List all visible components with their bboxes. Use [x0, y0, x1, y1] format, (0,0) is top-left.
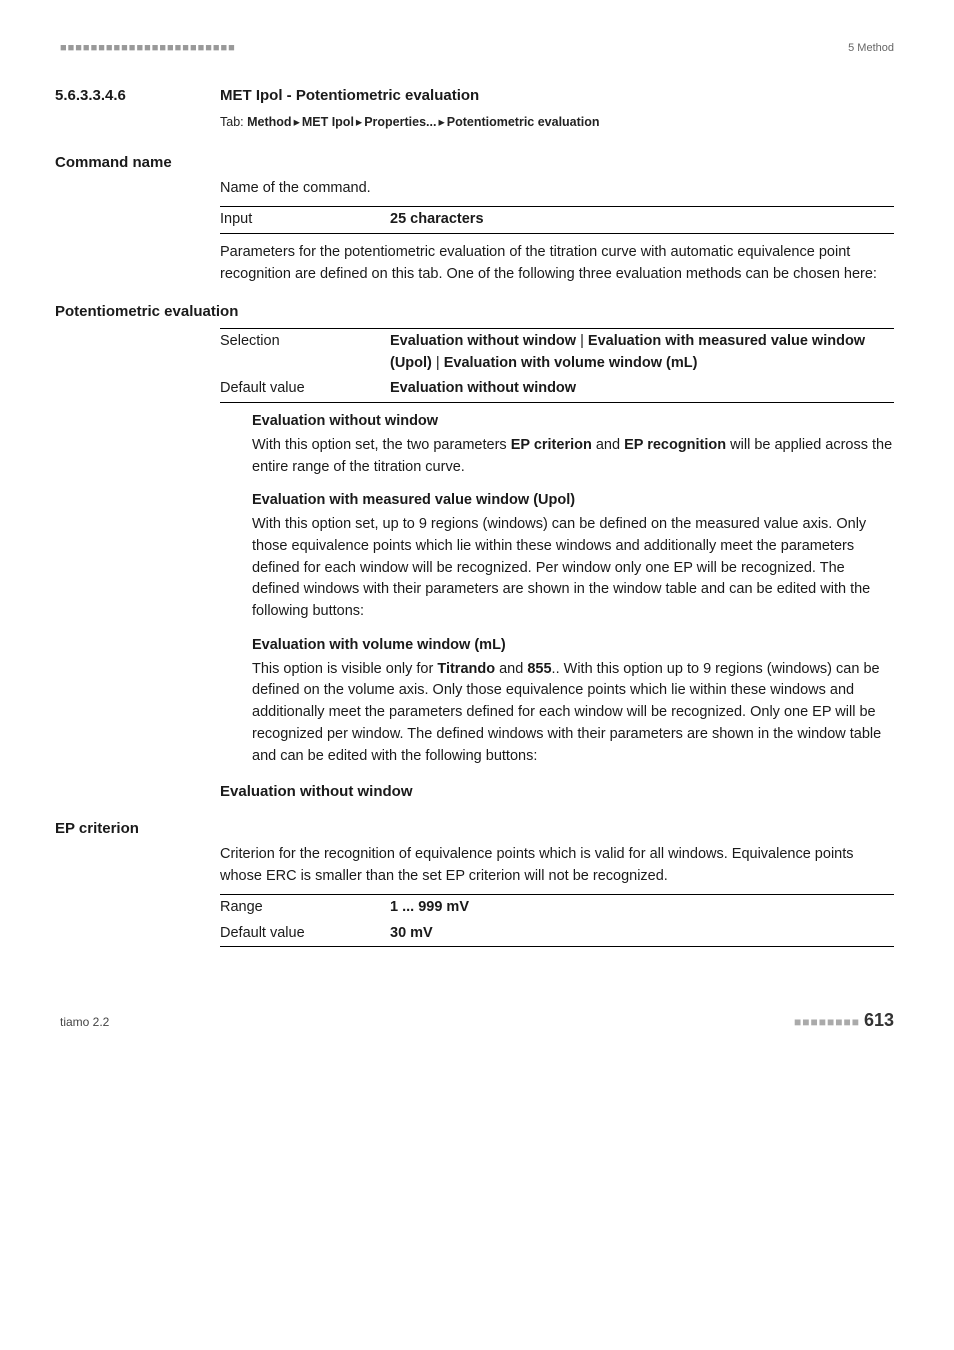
- section-number: 5.6.3.3.4.6: [55, 85, 220, 108]
- footer-page: ■■■■■■■■ 613: [794, 1007, 894, 1034]
- default-val: Evaluation without window: [390, 376, 894, 402]
- page-header: ■■■■■■■■■■■■■■■■■■■■■■■ 5 Method: [60, 40, 894, 57]
- command-name-block: Name of the command. Input 25 characters…: [220, 178, 894, 285]
- footer-product: tiamo 2.2: [60, 1013, 109, 1031]
- txt: With this option set, the two parameters: [252, 437, 511, 453]
- defval-key: Default value: [220, 921, 390, 947]
- crumb-2: Properties...: [364, 115, 436, 129]
- subheading-eval-without-window: Evaluation without window: [220, 781, 894, 804]
- command-name-label: Command name: [55, 152, 894, 175]
- input-val: 25 characters: [390, 207, 894, 234]
- ep-criterion-table: Range 1 ... 999 mV Default value 30 mV: [220, 894, 894, 948]
- desc-title-2: Evaluation with volume window (mL): [252, 635, 894, 657]
- table-row: Range 1 ... 999 mV: [220, 894, 894, 920]
- txt: and: [592, 437, 624, 453]
- header-chapter: 5 Method: [848, 40, 894, 57]
- bold-ep-criterion: EP criterion: [511, 437, 592, 453]
- default-key: Default value: [220, 376, 390, 402]
- desc-eval-measured-window: Evaluation with measured value window (U…: [252, 490, 894, 623]
- command-name-desc: Parameters for the potentiometric evalua…: [220, 242, 894, 286]
- table-row: Default value Evaluation without window: [220, 376, 894, 402]
- pot-eval-block: Selection Evaluation without window | Ev…: [220, 328, 894, 804]
- breadcrumb: Tab: Method▸MET Ipol▸Properties...▸Poten…: [220, 113, 894, 132]
- txt: This option is visible only for: [252, 661, 437, 677]
- selection-val: Evaluation without window | Evaluation w…: [390, 328, 894, 376]
- ep-criterion-label: EP criterion: [55, 818, 894, 841]
- header-left-dashes: ■■■■■■■■■■■■■■■■■■■■■■■: [60, 40, 236, 57]
- table-row: Selection Evaluation without window | Ev…: [220, 328, 894, 376]
- range-key: Range: [220, 894, 390, 920]
- command-name-intro: Name of the command.: [220, 178, 894, 200]
- pot-eval-table: Selection Evaluation without window | Ev…: [220, 328, 894, 403]
- footer-dashes: ■■■■■■■■: [794, 1015, 860, 1029]
- opt-2: Evaluation with volume window (mL): [444, 355, 698, 371]
- crumb-0: Method: [247, 115, 291, 129]
- opt-0: Evaluation without window: [390, 333, 576, 349]
- table-row: Input 25 characters: [220, 207, 894, 234]
- section-heading: 5.6.3.3.4.6 MET Ipol - Potentiometric ev…: [55, 85, 894, 108]
- selection-key: Selection: [220, 328, 390, 376]
- crumb-1: MET Ipol: [302, 115, 354, 129]
- desc-eval-without-window: Evaluation without window With this opti…: [252, 411, 894, 478]
- range-val: 1 ... 999 mV: [390, 894, 894, 920]
- pot-eval-label: Potentiometric evaluation: [55, 301, 894, 324]
- ep-criterion-intro: Criterion for the recognition of equival…: [220, 844, 894, 888]
- bold-ep-recognition: EP recognition: [624, 437, 726, 453]
- desc-eval-volume-window: Evaluation with volume window (mL) This …: [252, 635, 894, 768]
- bold-titrando: Titrando: [437, 661, 495, 677]
- bold-855: 855: [527, 661, 551, 677]
- desc-body-0: With this option set, the two parameters…: [252, 435, 894, 479]
- ep-criterion-block: Criterion for the recognition of equival…: [220, 844, 894, 947]
- page-footer: tiamo 2.2 ■■■■■■■■ 613: [60, 1007, 894, 1034]
- desc-title-1: Evaluation with measured value window (U…: [252, 490, 894, 512]
- txt: and: [495, 661, 527, 677]
- defval-val: 30 mV: [390, 921, 894, 947]
- desc-body-2: This option is visible only for Titrando…: [252, 659, 894, 768]
- tab-label: Tab:: [220, 115, 244, 129]
- section-title: MET Ipol - Potentiometric evaluation: [220, 85, 479, 108]
- input-key: Input: [220, 207, 390, 234]
- crumb-3: Potentiometric evaluation: [447, 115, 600, 129]
- command-name-table: Input 25 characters: [220, 206, 894, 234]
- desc-title-0: Evaluation without window: [252, 411, 894, 433]
- footer-page-number: 613: [864, 1010, 894, 1030]
- desc-body-1: With this option set, up to 9 regions (w…: [252, 514, 894, 623]
- table-row: Default value 30 mV: [220, 921, 894, 947]
